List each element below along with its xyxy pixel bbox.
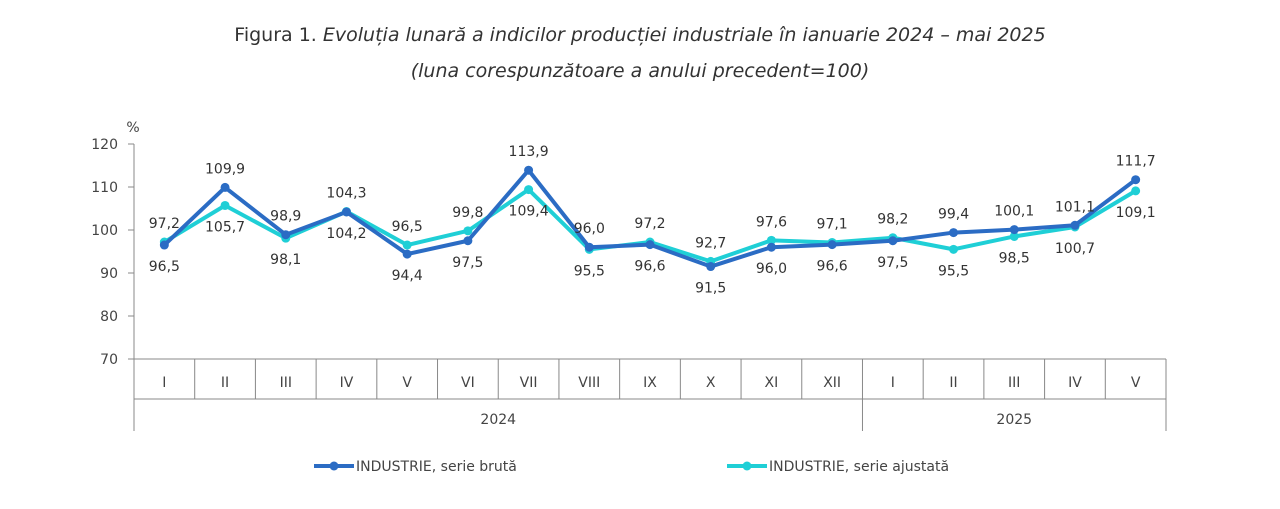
- data-label: 91,5: [695, 281, 726, 297]
- data-label: 97,6: [756, 214, 787, 230]
- figure-title-text: Evoluția lunară a indicilor producției i…: [322, 24, 1046, 46]
- data-label: 96,0: [756, 261, 787, 277]
- x-tick-label: III: [1008, 375, 1020, 391]
- year-label: 2024: [480, 412, 516, 428]
- data-point: [949, 228, 959, 238]
- x-tick-label: II: [221, 375, 229, 391]
- x-tick-label: VIII: [578, 375, 600, 391]
- y-tick-label: 120: [91, 137, 118, 153]
- x-tick-label: VII: [520, 375, 538, 391]
- data-label: 109,1: [1116, 205, 1156, 221]
- legend-swatch-marker: [742, 461, 752, 471]
- x-tick-label: VI: [461, 375, 475, 391]
- data-label: 111,7: [1116, 154, 1156, 170]
- x-tick-label: IV: [1068, 375, 1082, 391]
- data-label: 98,2: [877, 212, 908, 228]
- data-point: [1009, 231, 1019, 241]
- figure-title: Figura 1. Evoluția lunară a indicilor pr…: [0, 24, 1280, 46]
- x-tick-label: III: [280, 375, 292, 391]
- data-point: [949, 244, 959, 254]
- data-label: 98,9: [270, 209, 301, 225]
- data-label: 113,9: [509, 144, 549, 160]
- data-point: [766, 242, 776, 252]
- data-label: 97,2: [634, 216, 665, 232]
- data-point: [220, 182, 230, 192]
- figure-label: Figura 1.: [234, 24, 317, 46]
- data-label: 104,2: [326, 226, 366, 242]
- x-tick-label: XI: [765, 375, 779, 391]
- data-label: 96,5: [392, 219, 423, 235]
- data-label: 109,4: [509, 204, 549, 220]
- y-tick-label: 110: [91, 180, 118, 196]
- data-point: [1009, 225, 1019, 235]
- data-point: [159, 240, 169, 250]
- data-point: [1131, 186, 1141, 196]
- data-point: [584, 242, 594, 252]
- data-point: [463, 226, 473, 236]
- x-tick-label: V: [1131, 375, 1141, 391]
- legend-label: INDUSTRIE, serie ajustată: [769, 459, 949, 475]
- data-label: 92,7: [695, 235, 726, 251]
- data-label: 98,5: [999, 250, 1030, 266]
- x-tick-label: V: [402, 375, 412, 391]
- x-tick-label: IV: [340, 375, 354, 391]
- data-point: [706, 262, 716, 272]
- data-point: [463, 236, 473, 246]
- data-label: 97,5: [877, 255, 908, 271]
- data-label: 105,7: [205, 219, 245, 235]
- x-tick-label: II: [949, 375, 957, 391]
- data-label: 94,4: [392, 268, 423, 284]
- data-label: 97,1: [817, 216, 848, 232]
- y-tick-label: 100: [91, 223, 118, 239]
- data-point: [766, 235, 776, 245]
- data-point: [645, 240, 655, 250]
- data-label: 97,2: [149, 216, 180, 232]
- data-label: 99,8: [452, 205, 483, 221]
- y-tick-label: 80: [100, 309, 118, 325]
- data-label: 104,3: [326, 186, 366, 202]
- y-tick-label: 70: [100, 352, 118, 368]
- data-label: 100,1: [994, 204, 1034, 220]
- data-label: 95,5: [938, 263, 969, 279]
- data-point: [281, 230, 291, 240]
- data-point: [402, 249, 412, 259]
- data-label: 98,1: [270, 252, 301, 268]
- y-axis-unit: %: [126, 120, 139, 136]
- data-label: 96,0: [574, 221, 605, 237]
- data-label: 96,6: [817, 259, 848, 275]
- x-tick-label: X: [706, 375, 716, 391]
- data-label: 99,4: [938, 207, 969, 223]
- y-tick-label: 90: [100, 266, 118, 282]
- data-label: 96,5: [149, 259, 180, 275]
- data-label: 96,6: [634, 259, 665, 275]
- data-point: [827, 240, 837, 250]
- figure-subtitle: (luna corespunzătoare a anului precedent…: [410, 60, 870, 82]
- data-point: [1131, 175, 1141, 185]
- x-tick-label: XII: [823, 375, 841, 391]
- year-label: 2025: [996, 412, 1032, 428]
- x-tick-label: I: [891, 375, 895, 391]
- legend-swatch-marker: [329, 461, 339, 471]
- data-label: 101,1: [1055, 199, 1095, 215]
- data-point: [524, 185, 534, 195]
- data-point: [1070, 220, 1080, 230]
- x-tick-label: IX: [643, 375, 657, 391]
- data-label: 100,7: [1055, 241, 1095, 257]
- data-point: [888, 236, 898, 246]
- data-point: [524, 165, 534, 175]
- data-label: 95,5: [574, 263, 605, 279]
- data-label: 109,9: [205, 161, 245, 177]
- data-point: [402, 240, 412, 250]
- x-tick-label: I: [162, 375, 166, 391]
- data-label: 97,5: [452, 255, 483, 271]
- legend-label: INDUSTRIE, serie brută: [356, 459, 517, 475]
- data-point: [341, 207, 351, 217]
- data-point: [220, 200, 230, 210]
